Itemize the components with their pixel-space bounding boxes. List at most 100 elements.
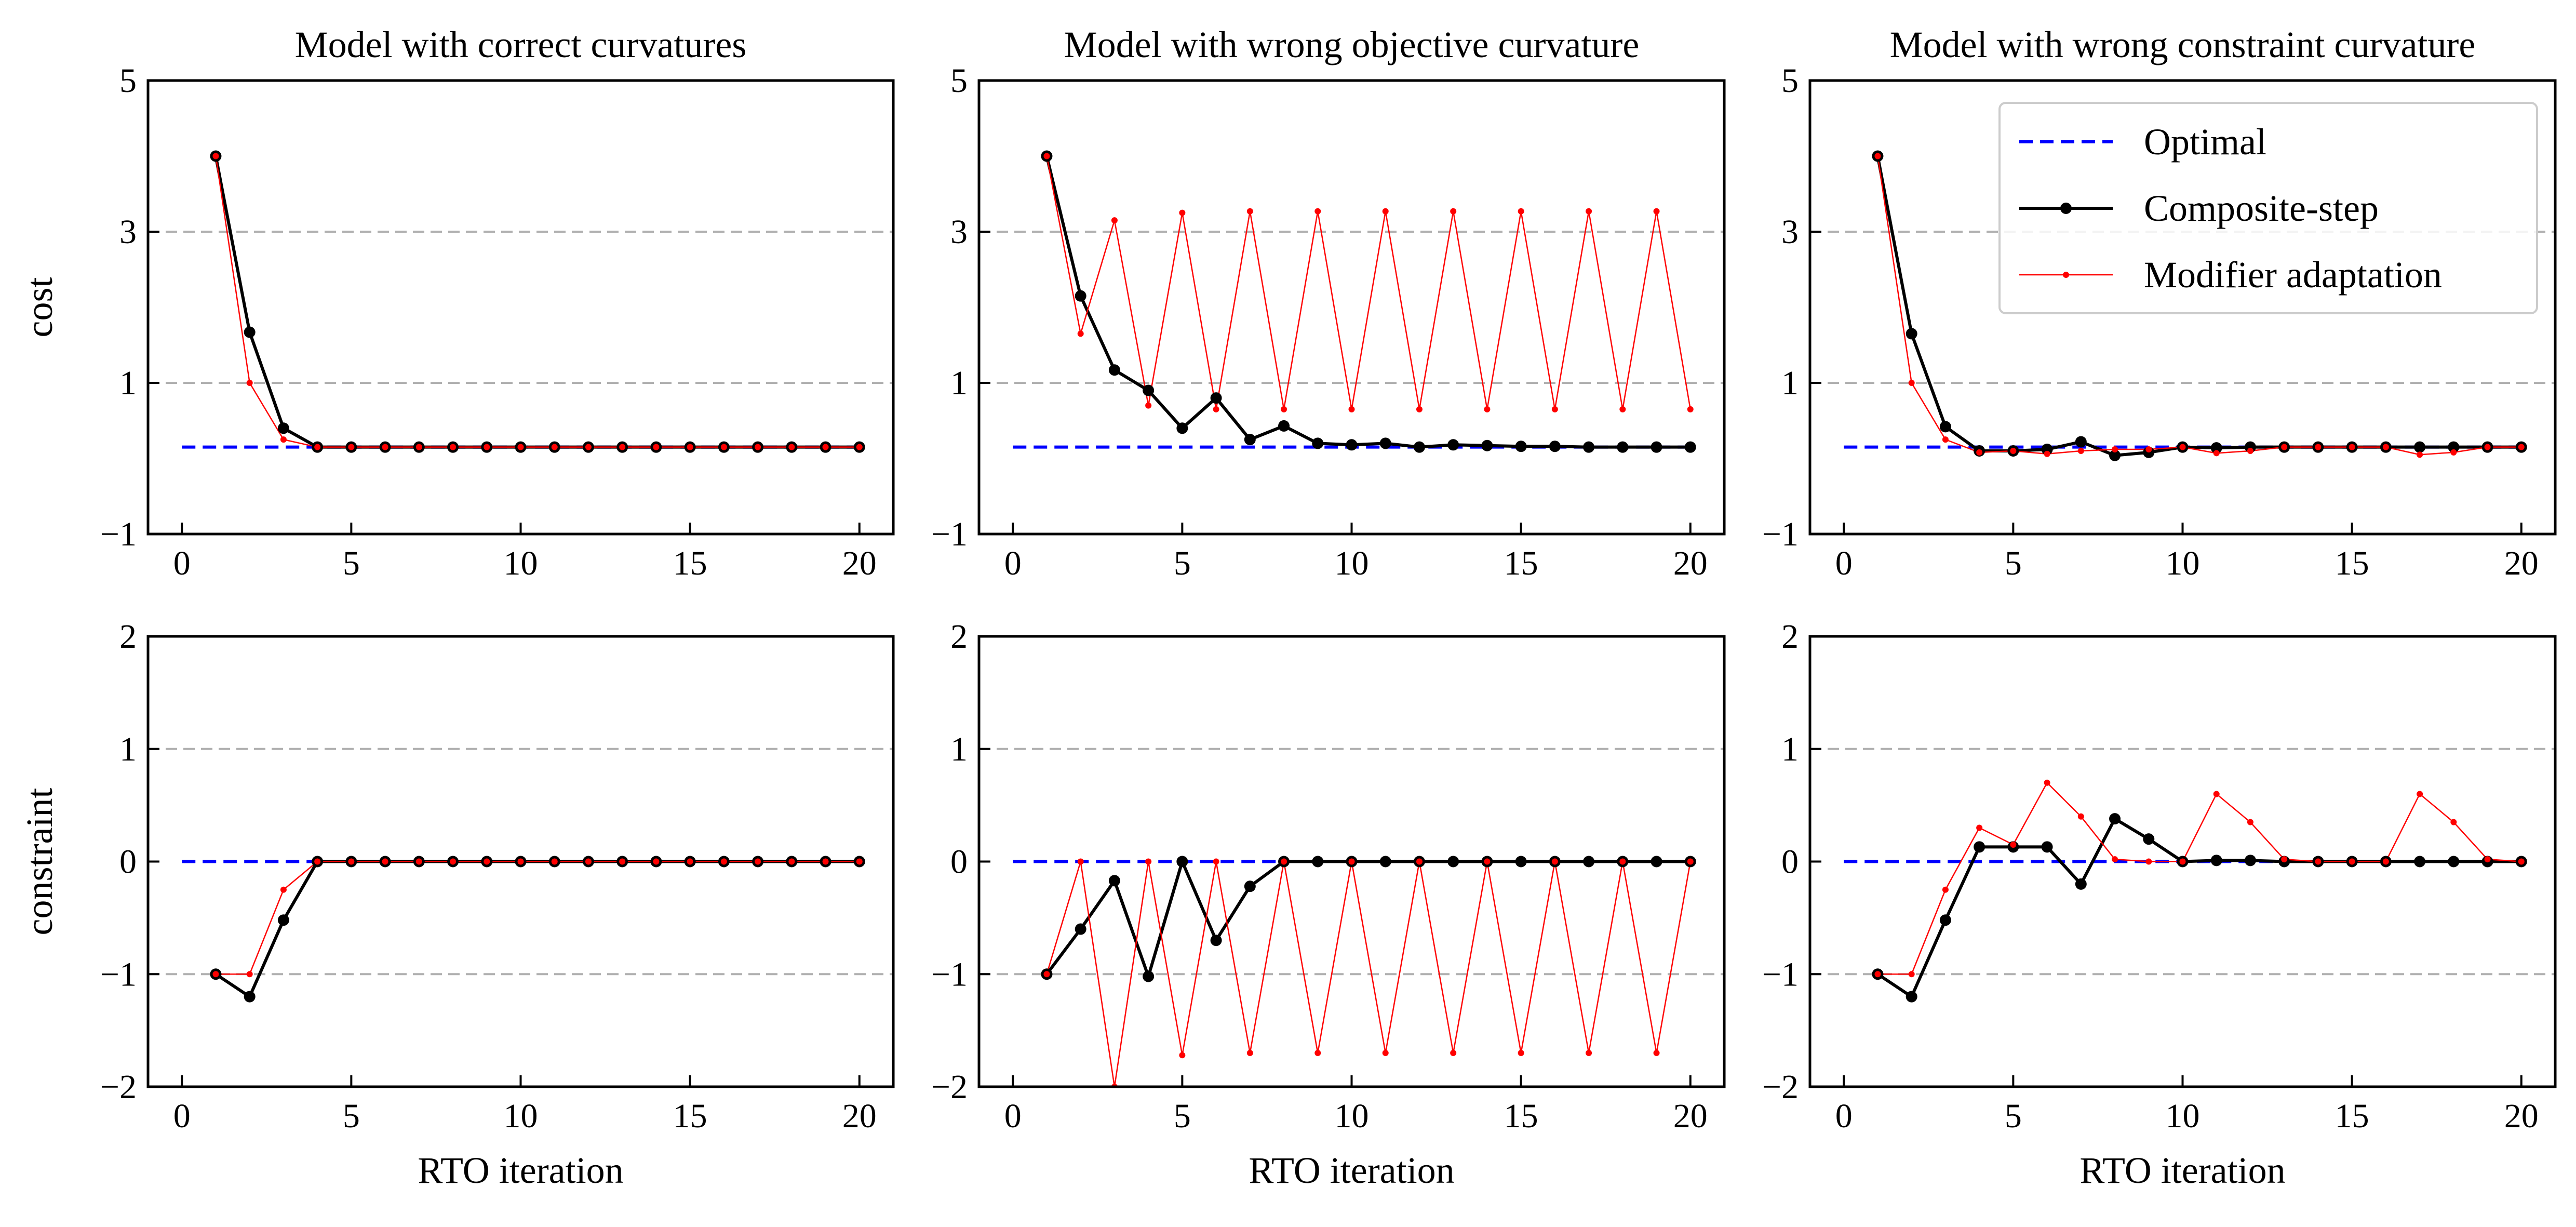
x-tick-label: 5 xyxy=(343,1097,360,1135)
point-composite-step xyxy=(2244,855,2256,866)
point-modifier-adaptation xyxy=(585,444,592,450)
point-modifier-adaptation xyxy=(1281,406,1287,412)
point-composite-step xyxy=(1143,970,1155,982)
point-composite-step xyxy=(1583,856,1595,868)
panel-1-2: 0 5 10 15 20 −2 −1 0 1 2 RTO iteration xyxy=(1762,618,2557,1191)
point-composite-step xyxy=(1906,991,1917,1003)
point-modifier-adaptation xyxy=(2281,856,2288,863)
point-modifier-adaptation xyxy=(2179,858,2186,865)
x-tick-label: 0 xyxy=(1004,1097,1022,1135)
y-tick-label: 5 xyxy=(119,62,137,100)
point-modifier-adaptation xyxy=(2247,819,2253,825)
point-modifier-adaptation xyxy=(517,444,524,450)
legend-marker-composite-step xyxy=(2060,203,2072,214)
y-tick-label: −2 xyxy=(1762,1068,1799,1106)
point-composite-step xyxy=(1651,856,1662,868)
point-modifier-adaptation xyxy=(1416,858,1423,865)
point-modifier-adaptation xyxy=(2315,444,2322,450)
point-modifier-adaptation xyxy=(619,444,626,450)
point-composite-step xyxy=(1312,856,1324,868)
x-tick-label: 0 xyxy=(1004,544,1022,582)
point-modifier-adaptation xyxy=(1213,858,1219,865)
point-modifier-adaptation xyxy=(1145,402,1152,409)
y-tick-label: −2 xyxy=(931,1068,968,1106)
point-modifier-adaptation xyxy=(348,444,355,450)
x-tick-label: 20 xyxy=(1673,544,1708,582)
point-composite-step xyxy=(1210,935,1222,946)
panel-title: Model with wrong objective curvature xyxy=(1064,24,1640,65)
x-tick-label: 20 xyxy=(842,544,877,582)
point-modifier-adaptation xyxy=(755,444,761,450)
point-modifier-adaptation xyxy=(1551,406,1558,412)
legend-label-composite-step: Composite-step xyxy=(2144,188,2379,229)
point-modifier-adaptation xyxy=(517,858,524,865)
point-composite-step xyxy=(2414,856,2426,868)
point-modifier-adaptation xyxy=(1653,208,1660,215)
plot-area xyxy=(1844,779,2527,1003)
plot-area xyxy=(182,150,865,453)
point-composite-step xyxy=(1312,437,1324,449)
panel-0-0: 0 5 10 15 20 −1 1 3 5 Model with correct curvatur… xyxy=(19,24,895,582)
legend-marker-modifier-adaptation xyxy=(2063,272,2069,278)
point-composite-step xyxy=(244,326,256,338)
point-modifier-adaptation xyxy=(1619,858,1626,865)
point-modifier-adaptation xyxy=(1908,380,1915,386)
point-modifier-adaptation xyxy=(280,436,287,443)
series-line-modifier-adaptation xyxy=(215,156,860,448)
x-tick-label: 0 xyxy=(173,544,191,582)
point-modifier-adaptation xyxy=(2179,444,2186,450)
legend-label-modifier-adaptation: Modifier adaptation xyxy=(2144,254,2442,296)
panel-1-1: 0 5 10 15 20 −2 −1 0 1 2 RTO iteration xyxy=(931,618,1726,1191)
y-tick-label: 2 xyxy=(119,618,137,656)
point-modifier-adaptation xyxy=(2213,791,2220,797)
point-modifier-adaptation xyxy=(1043,153,1050,159)
point-modifier-adaptation xyxy=(1348,858,1355,865)
y-tick-label: −1 xyxy=(1762,515,1799,553)
point-modifier-adaptation xyxy=(856,444,863,450)
point-modifier-adaptation xyxy=(484,858,490,865)
legend: Optimal Composite-step Modifier adaptation xyxy=(1998,102,2538,314)
point-composite-step xyxy=(1413,441,1425,453)
point-modifier-adaptation xyxy=(653,444,660,450)
point-modifier-adaptation xyxy=(246,971,253,978)
point-modifier-adaptation xyxy=(1213,406,1219,412)
point-modifier-adaptation xyxy=(2010,841,2017,848)
x-tick-label: 20 xyxy=(2504,1097,2539,1135)
panel-0-1: 0 5 10 15 20 −1 1 3 5 Model with wrong objective … xyxy=(931,24,1726,582)
point-modifier-adaptation xyxy=(212,153,219,159)
x-tick-label: 5 xyxy=(1174,544,1191,582)
point-modifier-adaptation xyxy=(1043,971,1050,978)
x-tick-label: 0 xyxy=(173,1097,191,1135)
x-tick-label: 15 xyxy=(1504,544,1538,582)
point-modifier-adaptation xyxy=(2112,856,2118,863)
y-axis-label: constraint xyxy=(19,788,60,936)
series-line-composite-step xyxy=(1045,155,1691,449)
point-modifier-adaptation xyxy=(2044,450,2050,457)
plot-area xyxy=(1844,150,2527,461)
point-composite-step xyxy=(2041,841,2053,853)
point-composite-step xyxy=(1346,439,1358,451)
point-modifier-adaptation xyxy=(314,858,321,865)
x-tick-label: 15 xyxy=(1504,1097,1538,1135)
series-line-composite-step xyxy=(214,860,860,999)
legend-box xyxy=(1998,102,2538,314)
x-tick-label: 20 xyxy=(1673,1097,1708,1135)
point-composite-step xyxy=(1176,856,1188,868)
point-modifier-adaptation xyxy=(1179,209,1186,216)
point-composite-step xyxy=(1939,421,1951,433)
point-modifier-adaptation xyxy=(1586,208,1592,215)
point-composite-step xyxy=(1143,384,1155,396)
point-composite-step xyxy=(1515,856,1527,868)
point-composite-step xyxy=(1617,441,1629,453)
point-modifier-adaptation xyxy=(314,444,321,450)
point-modifier-adaptation xyxy=(788,444,795,450)
legend-label-optimal: Optimal xyxy=(2144,121,2266,163)
x-tick-label: 10 xyxy=(1335,544,1369,582)
point-modifier-adaptation xyxy=(2382,444,2389,450)
point-modifier-adaptation xyxy=(2417,451,2423,458)
plot-area xyxy=(1013,150,1696,453)
y-tick-label: 1 xyxy=(950,364,968,402)
point-modifier-adaptation xyxy=(2247,447,2253,454)
y-tick-label: 5 xyxy=(1781,62,1799,100)
